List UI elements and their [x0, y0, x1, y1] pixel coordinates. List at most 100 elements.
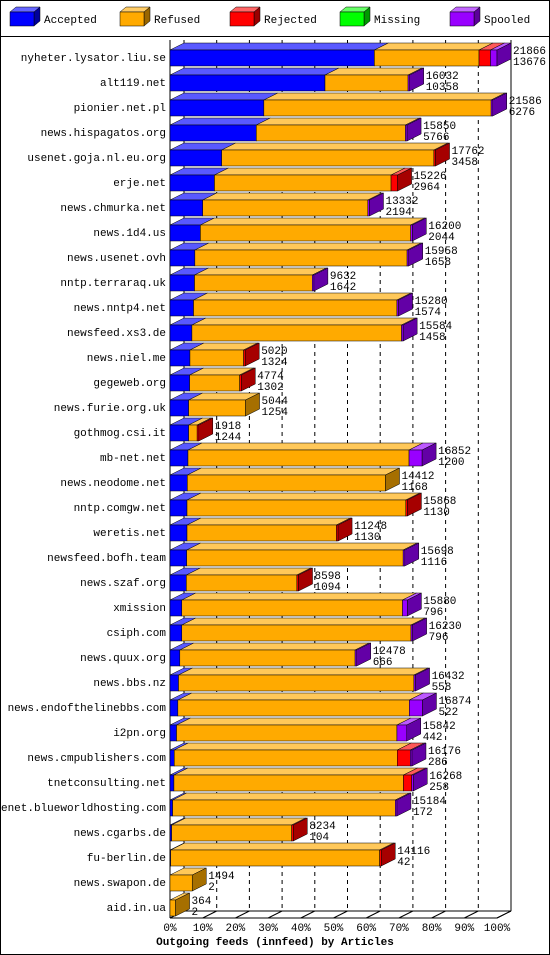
accepted-label: 5766 [423, 132, 449, 144]
x-tick-label: 60% [356, 923, 376, 935]
y-tick-label: news.1d4.us [93, 228, 166, 240]
accepted-label: 6276 [509, 107, 535, 119]
bar-segment [189, 349, 244, 367]
bar-segment [490, 49, 498, 67]
bar-side [415, 667, 430, 692]
x-tick [496, 910, 512, 919]
y-tick-label: news.endofthelinebbs.com [8, 703, 167, 715]
offered-label: 364 [192, 896, 212, 908]
bar-segment [169, 424, 189, 442]
bar-side [421, 442, 437, 467]
accepted-label: 1116 [421, 557, 447, 569]
y-tick-label: alt119.net [100, 78, 166, 90]
bar-segment [169, 624, 183, 642]
bar-segment [169, 524, 188, 542]
bar-segment [194, 249, 408, 267]
offered-label: 5044 [262, 396, 289, 408]
bar-segment [172, 799, 396, 817]
bar-segment [191, 324, 402, 342]
bar-segment [169, 124, 257, 142]
y-tick-label: news.neodome.net [60, 478, 166, 490]
y-tick-label: xmission [113, 603, 166, 615]
bar-segment [403, 774, 412, 792]
offered-label: 11248 [354, 521, 387, 533]
bar-segment [169, 249, 196, 267]
bar-side [369, 192, 384, 217]
bar-segment [169, 299, 194, 317]
bar-top [169, 42, 389, 51]
x-tick [365, 910, 381, 919]
accepted-label: 1658 [425, 257, 451, 269]
accepted-label: 1302 [257, 382, 283, 394]
bar-segment [202, 199, 369, 217]
bar-top [178, 667, 429, 676]
bar-top [186, 492, 420, 501]
y-tick-label: news.hispagatos.org [41, 128, 166, 140]
bar-side [398, 292, 413, 317]
bar-segment [169, 449, 189, 467]
bar-segment [169, 474, 188, 492]
accepted-label: 3458 [452, 157, 478, 169]
x-tick-label: 80% [422, 923, 442, 935]
offered-label: 14412 [401, 471, 434, 483]
y-tick-label: news.cgarbs.de [74, 828, 166, 840]
bar-segment [169, 874, 193, 892]
bar-side [404, 542, 420, 567]
bar-top [193, 292, 412, 301]
bar-segment [186, 549, 404, 567]
legend-swatch [449, 11, 475, 27]
bar-side [411, 742, 427, 767]
offered-label: 1918 [215, 421, 241, 433]
bar-segment [169, 274, 195, 292]
bar-segment [390, 174, 398, 192]
bar-top [263, 92, 506, 101]
offered-label: 15584 [419, 321, 452, 333]
offered-label: 13332 [385, 196, 418, 208]
offered-label: 5020 [261, 346, 287, 358]
bar-top [187, 442, 424, 451]
legend-swatch [9, 11, 35, 27]
legend-label: Spooled [484, 15, 530, 27]
bar-top [177, 692, 424, 701]
bar-segment [169, 99, 265, 117]
accepted-label: 104 [309, 832, 329, 844]
bar-top [374, 42, 494, 51]
accepted-label: 42 [397, 857, 410, 869]
offered-label: 14116 [397, 846, 430, 858]
y-tick-label: nntp.comgw.net [74, 503, 166, 515]
accepted-label: 1244 [215, 432, 242, 444]
bar-top [324, 67, 423, 76]
bar-segment [169, 399, 189, 417]
x-tick-label: 40% [291, 923, 311, 935]
bar-segment [169, 749, 175, 767]
bar-segment [200, 224, 411, 242]
x-axis-title: Outgoing feeds (innfeed) by Articles [156, 937, 394, 949]
bar-top [181, 592, 417, 601]
x-tick [431, 910, 446, 919]
bar-side [198, 417, 214, 442]
bar-segment [170, 849, 380, 867]
accepted-label: 1130 [423, 507, 449, 519]
bar-side [402, 317, 418, 342]
bar-side [496, 42, 512, 67]
bar-top [214, 167, 406, 176]
accepted-label: 1574 [415, 307, 442, 319]
bar-top [186, 517, 351, 526]
y-tick-label: newsfeed.xs3.de [67, 328, 166, 340]
accepted-label: 258 [429, 782, 449, 794]
bar-side [413, 767, 428, 792]
y-tick-label: news.chmurka.net [60, 203, 166, 215]
accepted-label: 1642 [330, 282, 356, 294]
bar-segment [177, 699, 410, 717]
offered-label: 16032 [426, 71, 459, 83]
accepted-label: 522 [438, 707, 458, 719]
bar-side [245, 392, 260, 417]
legend-label: Accepted [44, 15, 97, 27]
offered-label: 15226 [414, 171, 447, 183]
bar-segment [374, 49, 480, 67]
bar-top [169, 67, 340, 76]
bar-segment [169, 499, 188, 517]
x-tick-label: 20% [225, 923, 245, 935]
offered-label: 4774 [257, 371, 284, 383]
